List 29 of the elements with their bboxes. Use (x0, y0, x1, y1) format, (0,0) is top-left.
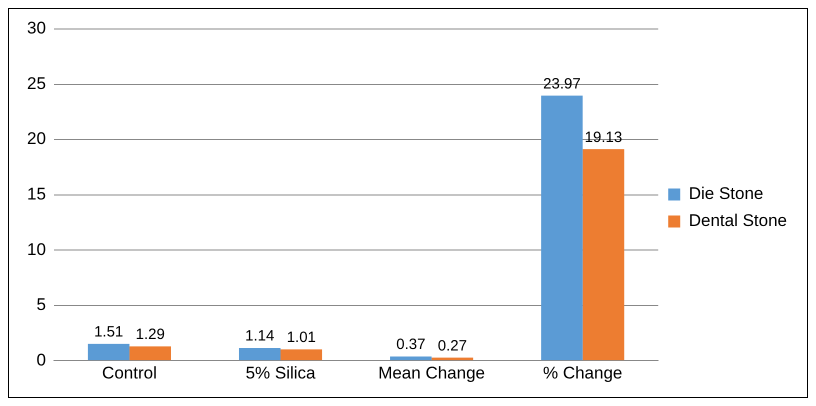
data-label: 1.14 (245, 328, 274, 345)
bar (238, 348, 281, 360)
data-label: 1.01 (286, 329, 316, 346)
bar (582, 149, 624, 360)
x-tick-label: % Change (542, 363, 622, 382)
bar (390, 356, 432, 360)
data-label: 1.29 (136, 326, 165, 343)
x-tick-label: Control (102, 363, 157, 382)
data-label: 19.13 (584, 128, 622, 146)
x-tick-label: 5% Silica (246, 363, 316, 382)
data-label: 0.27 (438, 337, 467, 354)
y-tick-label: 15 (26, 184, 46, 204)
x-tick-label: Mean Change (378, 363, 486, 382)
y-tick-label: 20 (26, 129, 46, 148)
y-tick-label: 0 (36, 350, 46, 370)
y-tick-label: 30 (26, 18, 46, 38)
y-tick-label: 10 (26, 240, 46, 259)
data-label: 0.37 (396, 336, 426, 354)
y-tick-label: 5 (36, 295, 46, 314)
legend-label: Die Stone (688, 184, 764, 204)
bar (280, 349, 322, 360)
y-tick-label: 25 (26, 74, 46, 93)
bar (432, 358, 474, 360)
bar (129, 346, 171, 360)
bar (541, 96, 583, 360)
legend-label: Dental Stone (688, 211, 788, 230)
data-label: 23.97 (543, 75, 581, 92)
bar (88, 344, 130, 360)
data-label: 1.51 (94, 324, 124, 341)
